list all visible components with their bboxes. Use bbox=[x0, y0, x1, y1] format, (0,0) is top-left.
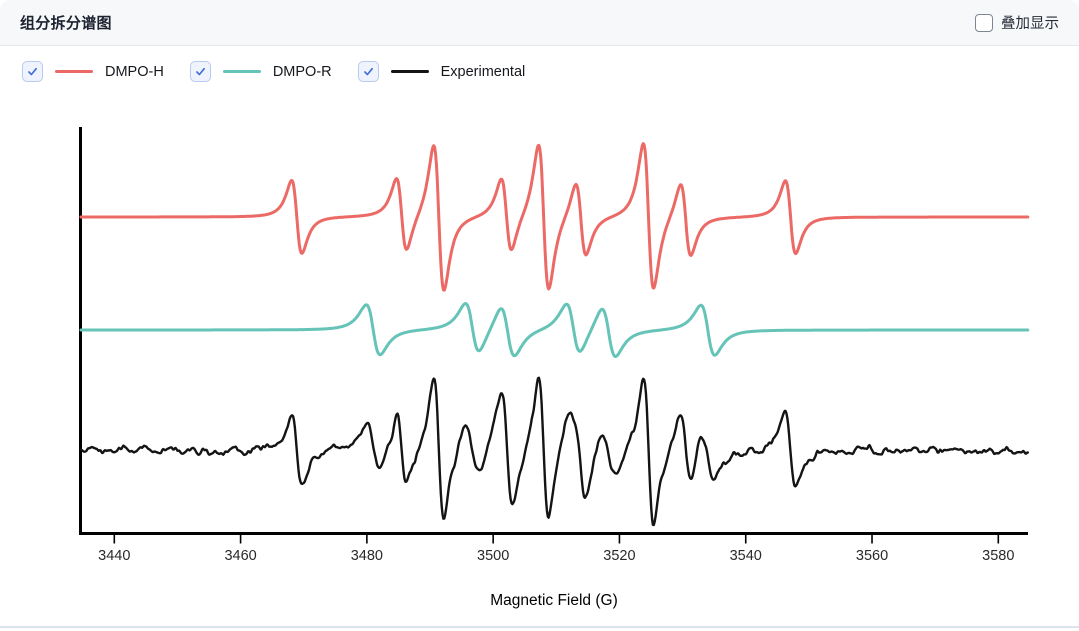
card-header: 组分拆分谱图 叠加显示 bbox=[0, 0, 1079, 46]
x-axis-label: Magnetic Field (G) bbox=[490, 592, 617, 609]
dmpo-r-line-swatch bbox=[222, 69, 261, 74]
trace-dmpo-h bbox=[79, 142, 1030, 292]
dmpo-h-line-swatch bbox=[55, 69, 93, 74]
trace-experimental bbox=[79, 376, 1029, 527]
trace-dmpo-r bbox=[79, 302, 1030, 358]
legend-item-dmpo-r: DMPO-R bbox=[189, 61, 332, 82]
legend-item-experimental: Experimental bbox=[357, 61, 526, 82]
legend-label-dmpo-h: DMPO-H bbox=[105, 63, 164, 80]
dmpo-r-checkbox[interactable] bbox=[189, 61, 211, 82]
legend-label-experimental: Experimental bbox=[440, 63, 526, 80]
x-tick-label: 3440 bbox=[98, 548, 130, 564]
checkmark-icon bbox=[195, 67, 205, 76]
x-tick-label: 3540 bbox=[730, 548, 762, 564]
overlay-display-toggle[interactable]: 叠加显示 bbox=[975, 12, 1059, 33]
x-tick-label: 3500 bbox=[477, 548, 509, 564]
legend-item-dmpo-h: DMPO-H bbox=[22, 61, 164, 82]
card-bottom-border bbox=[0, 626, 1079, 628]
legend-label-dmpo-r: DMPO-R bbox=[272, 63, 332, 80]
x-tick-label: 3460 bbox=[224, 548, 256, 564]
experimental-line-swatch bbox=[390, 69, 429, 74]
spectra-plot-canvas: 3440 3460 3480 3500 3520 3540 3560 3580 Magnetic… bbox=[79, 127, 1030, 609]
checkmark-icon bbox=[28, 67, 37, 76]
x-tick-label: 3480 bbox=[351, 548, 383, 564]
overlay-checkbox-label: 叠加显示 bbox=[1001, 16, 1059, 32]
chart-legend: DMPO-H DMPO-R Experimental bbox=[22, 61, 525, 82]
epr-spectra-chart: 3440 3460 3480 3500 3520 3540 3560 3580 Magnetic… bbox=[0, 100, 1079, 626]
x-tick-label: 3520 bbox=[603, 548, 635, 564]
page-title: 组分拆分谱图 bbox=[20, 15, 112, 32]
checkmark-icon bbox=[363, 67, 373, 76]
x-tick-label: 3560 bbox=[856, 548, 888, 564]
x-tick-label: 3580 bbox=[982, 548, 1014, 564]
dmpo-h-checkbox[interactable] bbox=[22, 61, 43, 82]
experimental-checkbox[interactable] bbox=[357, 61, 379, 82]
overlay-checkbox-icon[interactable] bbox=[975, 13, 993, 32]
